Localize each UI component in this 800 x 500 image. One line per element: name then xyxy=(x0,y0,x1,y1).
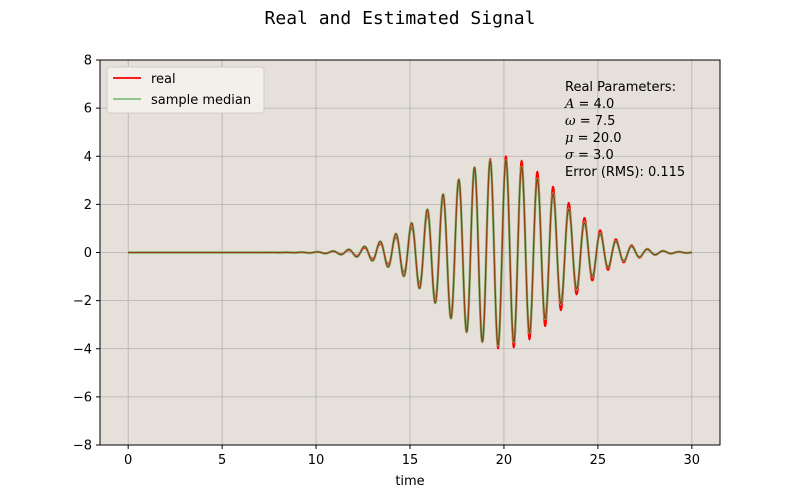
legend-label-median: sample median xyxy=(151,93,251,108)
legend: real sample median xyxy=(106,66,265,114)
series-line-overlap xyxy=(128,159,692,347)
y-tick-label: 6 xyxy=(84,102,92,117)
annotation-param-omega: ω = 7.5 xyxy=(565,114,615,129)
legend-label-real: real xyxy=(151,72,176,87)
series-lines xyxy=(128,155,692,350)
y-tick-label: −2 xyxy=(73,294,92,309)
annotation-heading: Real Parameters: xyxy=(565,80,676,95)
y-tick-label: 4 xyxy=(84,150,92,165)
y-tick-label: 2 xyxy=(84,198,92,213)
x-tick-label: 25 xyxy=(590,453,607,468)
y-tick-label: −8 xyxy=(73,439,92,454)
parameters-annotation: Real Parameters: A = 4.0 ω = 7.5 μ = 20.… xyxy=(564,80,685,180)
x-tick-label: 10 xyxy=(308,453,325,468)
x-axis-ticks: 0 5 10 15 20 25 30 xyxy=(124,445,700,468)
x-tick-label: 20 xyxy=(496,453,513,468)
annotation-error: Error (RMS): 0.115 xyxy=(565,165,685,180)
y-tick-label: 0 xyxy=(84,246,92,261)
x-tick-label: 5 xyxy=(218,453,226,468)
x-axis-label: time xyxy=(395,474,424,489)
y-tick-label: 8 xyxy=(84,54,92,69)
y-axis-ticks: −8 −6 −4 −2 0 2 4 6 8 xyxy=(73,54,100,454)
y-tick-label: −4 xyxy=(73,342,92,357)
annotation-param-mu: μ = 20.0 xyxy=(565,131,622,146)
x-tick-label: 0 xyxy=(124,453,132,468)
y-tick-label: −6 xyxy=(73,390,92,405)
x-tick-label: 15 xyxy=(402,453,419,468)
x-tick-label: 30 xyxy=(684,453,701,468)
chart-title: Real and Estimated Signal xyxy=(265,8,536,29)
annotation-param-a: A = 4.0 xyxy=(564,97,614,112)
annotation-param-sigma: σ = 3.0 xyxy=(565,148,614,163)
legend-box xyxy=(106,66,265,114)
